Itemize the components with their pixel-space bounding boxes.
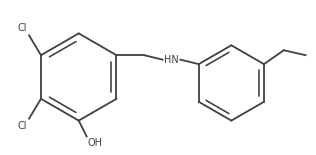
Text: Cl: Cl — [18, 121, 27, 131]
Text: HN: HN — [164, 55, 179, 65]
Text: Cl: Cl — [18, 23, 27, 33]
Text: OH: OH — [88, 138, 103, 148]
